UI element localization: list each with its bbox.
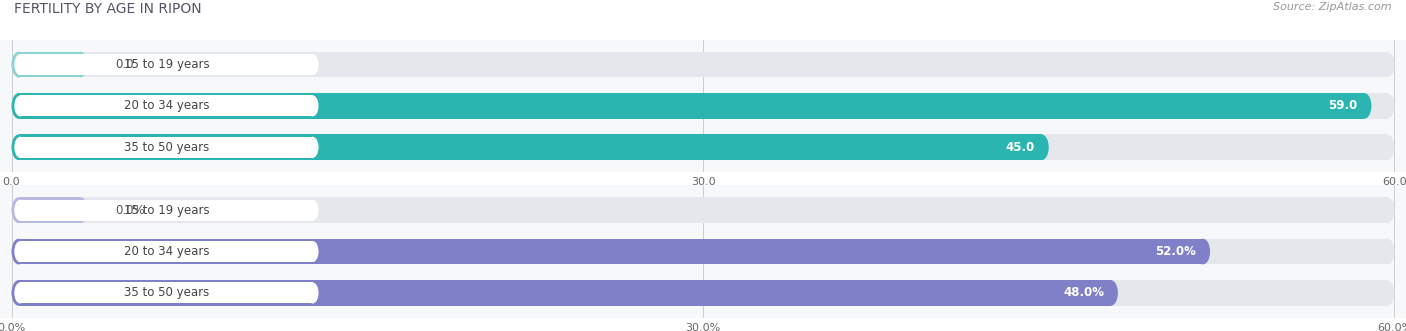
Text: 0.0%: 0.0% <box>115 204 145 217</box>
Circle shape <box>11 52 25 77</box>
Bar <box>18 239 1388 264</box>
Bar <box>18 280 1111 306</box>
Text: 52.0%: 52.0% <box>1156 245 1197 258</box>
Bar <box>18 239 1204 264</box>
Text: 20 to 34 years: 20 to 34 years <box>124 99 209 113</box>
Circle shape <box>1381 239 1395 264</box>
Circle shape <box>307 137 319 158</box>
Circle shape <box>14 95 25 117</box>
Text: 15 to 19 years: 15 to 19 years <box>124 58 209 71</box>
Bar <box>20 95 312 117</box>
Circle shape <box>1381 134 1395 160</box>
Text: 0.0: 0.0 <box>115 58 134 71</box>
Circle shape <box>73 52 87 77</box>
Circle shape <box>1104 280 1118 306</box>
Circle shape <box>14 54 25 75</box>
Bar <box>18 93 1388 119</box>
Bar <box>20 137 312 158</box>
Circle shape <box>1381 280 1395 306</box>
Circle shape <box>14 282 25 304</box>
Circle shape <box>14 200 25 221</box>
Bar <box>18 134 1388 160</box>
Circle shape <box>1035 134 1049 160</box>
Circle shape <box>307 241 319 262</box>
Circle shape <box>307 200 319 221</box>
Circle shape <box>11 197 25 223</box>
Circle shape <box>307 282 319 304</box>
Text: 35 to 50 years: 35 to 50 years <box>124 286 209 300</box>
Text: 48.0%: 48.0% <box>1063 286 1104 300</box>
Bar <box>20 241 312 262</box>
Bar <box>20 200 312 221</box>
Circle shape <box>307 95 319 117</box>
Text: Source: ZipAtlas.com: Source: ZipAtlas.com <box>1274 2 1392 12</box>
Circle shape <box>11 280 25 306</box>
Circle shape <box>11 93 25 119</box>
Text: 59.0: 59.0 <box>1329 99 1358 113</box>
Bar <box>18 280 1388 306</box>
Bar <box>20 282 312 304</box>
Circle shape <box>1357 93 1371 119</box>
Bar <box>18 197 80 223</box>
Circle shape <box>11 52 25 77</box>
Circle shape <box>73 197 87 223</box>
Circle shape <box>11 93 25 119</box>
Circle shape <box>1381 197 1395 223</box>
Bar <box>20 54 312 75</box>
Bar <box>18 52 80 77</box>
Circle shape <box>307 54 319 75</box>
Text: FERTILITY BY AGE IN RIPON: FERTILITY BY AGE IN RIPON <box>14 2 201 16</box>
Circle shape <box>1195 239 1211 264</box>
Circle shape <box>14 241 25 262</box>
Bar <box>18 52 1388 77</box>
Circle shape <box>1381 93 1395 119</box>
Circle shape <box>11 134 25 160</box>
Circle shape <box>1381 52 1395 77</box>
Circle shape <box>11 280 25 306</box>
Circle shape <box>11 239 25 264</box>
Text: 15 to 19 years: 15 to 19 years <box>124 204 209 217</box>
Circle shape <box>14 137 25 158</box>
Circle shape <box>11 197 25 223</box>
Bar <box>18 93 1364 119</box>
Bar <box>18 134 1042 160</box>
Circle shape <box>11 134 25 160</box>
Text: 35 to 50 years: 35 to 50 years <box>124 141 209 154</box>
Text: 20 to 34 years: 20 to 34 years <box>124 245 209 258</box>
Circle shape <box>11 239 25 264</box>
Bar <box>18 197 1388 223</box>
Text: 45.0: 45.0 <box>1005 141 1035 154</box>
